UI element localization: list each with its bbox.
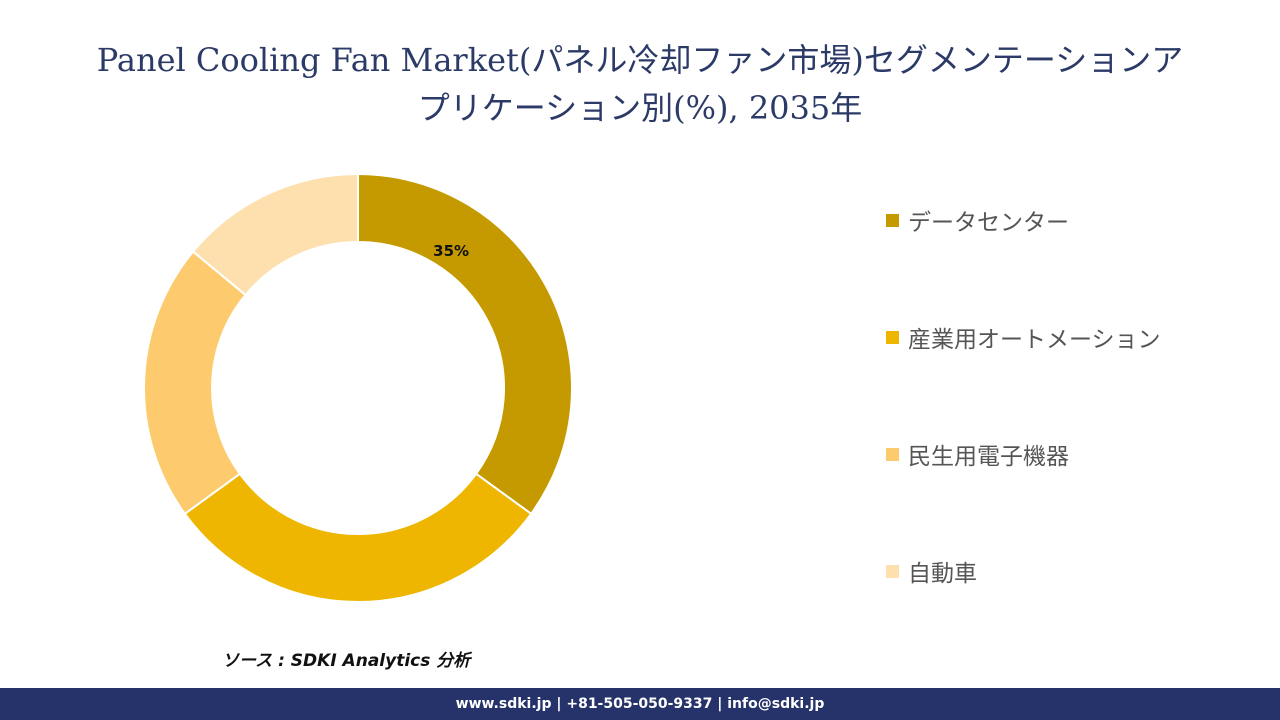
legend-item-3: 民生用電子機器 [886,434,1069,474]
legend-item-4: 自動車 [886,551,977,591]
legend-item-2: 産業用オートメーション [886,317,1161,357]
footer-contact: www.sdki.jp | +81-505-050-9337 | info@sd… [455,696,825,712]
chart-title-line-2: プリケーション別(%), 2035年 [417,89,863,127]
legend-swatch-2 [886,330,899,344]
source-note: ソース : SDKI Analytics 分析 [222,651,471,671]
legend-swatch-1 [886,213,899,227]
chart-title: Panel Cooling Fan Market(パネル冷却ファン市場)セグメン… [40,36,1240,132]
legend-swatch-3 [886,447,899,461]
donut-slice-3 [143,250,247,516]
legend-label-1: データセンター [908,210,1069,236]
data-label-1: 35% [433,242,469,260]
legend-label-4: 自動車 [908,561,977,587]
donut-slice-2 [183,472,533,604]
donut-slice-4 [191,172,359,297]
chart-title-line-1: Panel Cooling Fan Market(パネル冷却ファン市場)セグメン… [96,41,1184,79]
legend-item-1: データセンター [886,200,1069,240]
legend-swatch-4 [886,564,899,578]
footer-bar: www.sdki.jp | +81-505-050-9337 | info@sd… [0,688,1280,720]
donut-slice-1 [357,172,573,516]
legend-label-3: 民生用電子機器 [908,444,1069,470]
legend-label-2: 産業用オートメーション [908,327,1161,353]
